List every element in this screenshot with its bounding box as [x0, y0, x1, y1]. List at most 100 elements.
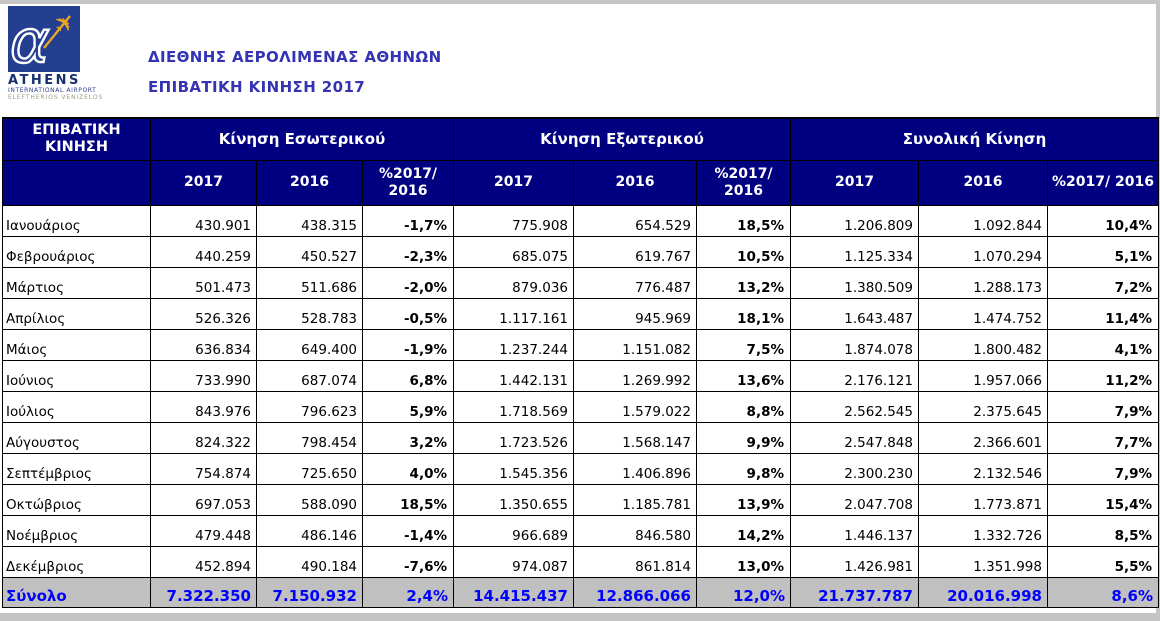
pct-cell: 10,5% — [696, 235, 791, 268]
value-cell: 1.474.752 — [918, 297, 1048, 330]
value-cell: 974.087 — [453, 545, 574, 578]
month-cell: Αύγουστος — [2, 421, 151, 454]
pct-cell: 13,6% — [696, 359, 791, 392]
value-cell: 1.957.066 — [918, 359, 1048, 392]
pct-cell: 7,5% — [696, 328, 791, 361]
value-cell: 1.773.871 — [918, 483, 1048, 516]
page-subtitle: ΕΠΙΒΑΤΙΚΗ ΚΙΝΗΣΗ 2017 — [148, 78, 366, 96]
total-pct-cell: 2,4% — [362, 576, 454, 608]
pct-cell: 6,8% — [362, 359, 454, 392]
value-cell: 1.874.078 — [790, 328, 919, 361]
pct-cell: 5,1% — [1046, 235, 1160, 268]
pct-cell: 15,4% — [1046, 483, 1160, 516]
month-cell: Νοέμβριος — [2, 514, 151, 547]
total-value-cell: 21.737.787 — [790, 576, 919, 608]
value-cell: 1.125.334 — [790, 235, 919, 268]
pct-cell: 13,0% — [696, 545, 791, 578]
table-row: Οκτώβριος 697.053 588.090 18,5% 1.350.65… — [2, 483, 1160, 516]
month-cell: Οκτώβριος — [2, 483, 151, 516]
month-cell: Φεβρουάριος — [2, 235, 151, 268]
value-cell: 2.132.546 — [918, 452, 1048, 485]
pct-cell: 13,9% — [696, 483, 791, 516]
value-cell: 824.322 — [150, 421, 257, 454]
value-cell: 438.315 — [256, 204, 363, 237]
month-cell: Μάιος — [2, 328, 151, 361]
value-cell: 798.454 — [256, 421, 363, 454]
table-row: Απρίλιος 526.326 528.783 -0,5% 1.117.161… — [2, 297, 1160, 330]
pct-cell: 4,0% — [362, 452, 454, 485]
pct-cell: 8,5% — [1046, 514, 1160, 547]
col-header-2016: 2016 — [918, 159, 1048, 206]
value-cell: 861.814 — [573, 545, 697, 578]
pct-cell: 14,2% — [696, 514, 791, 547]
value-cell: 619.767 — [573, 235, 697, 268]
value-cell: 511.686 — [256, 266, 363, 299]
page-edge-top — [0, 0, 1160, 4]
plane-trail — [43, 15, 71, 49]
value-cell: 1.206.809 — [790, 204, 919, 237]
month-cell: Δεκέμβριος — [2, 545, 151, 578]
value-cell: 649.400 — [256, 328, 363, 361]
logo-name: ATHENS — [8, 73, 81, 88]
airport-logo: α ✈ ATHENS INTERNATIONAL AIRPORT ELEFTHE… — [8, 6, 118, 101]
value-cell: 2.547.848 — [790, 421, 919, 454]
value-cell: 1.568.147 — [573, 421, 697, 454]
table-row: Αύγουστος 824.322 798.454 3,2% 1.723.526… — [2, 421, 1160, 454]
month-cell: Ιούλιος — [2, 390, 151, 423]
value-cell: 1.070.294 — [918, 235, 1048, 268]
value-cell: 526.326 — [150, 297, 257, 330]
pct-cell: 10,4% — [1046, 204, 1160, 237]
value-cell: 685.075 — [453, 235, 574, 268]
pct-cell: 18,1% — [696, 297, 791, 330]
value-cell: 2.562.545 — [790, 390, 919, 423]
value-cell: 687.074 — [256, 359, 363, 392]
table-row: Μάιος 636.834 649.400 -1,9% 1.237.244 1.… — [2, 328, 1160, 361]
pct-cell: 18,5% — [362, 483, 454, 516]
pct-cell: 8,8% — [696, 390, 791, 423]
month-cell: Μάρτιος — [2, 266, 151, 299]
value-cell: 1.800.482 — [918, 328, 1048, 361]
pct-cell: 7,9% — [1046, 390, 1160, 423]
pct-cell: 9,9% — [696, 421, 791, 454]
total-value-cell: 12.866.066 — [573, 576, 697, 608]
value-cell: 1.723.526 — [453, 421, 574, 454]
logo-subtitle1: INTERNATIONAL AIRPORT — [8, 87, 97, 94]
value-cell: 1.151.082 — [573, 328, 697, 361]
pct-cell: 18,5% — [696, 204, 791, 237]
total-pct-cell: 8,6% — [1046, 576, 1160, 608]
traffic-table: ΕΠΙΒΑΤΙΚΗ ΚΙΝΗΣΗ Κίνηση Εσωτερικού Κίνησ… — [2, 117, 1160, 608]
total-value-cell: 20.016.998 — [918, 576, 1048, 608]
table-row: Δεκέμβριος 452.894 490.184 -7,6% 974.087… — [2, 545, 1160, 578]
value-cell: 846.580 — [573, 514, 697, 547]
col-header-2016: 2016 — [573, 159, 697, 206]
value-cell: 775.908 — [453, 204, 574, 237]
page-edge-bottom — [0, 613, 1160, 621]
pct-cell: 7,7% — [1046, 421, 1160, 454]
pct-cell: 7,2% — [1046, 266, 1160, 299]
value-cell: 1.117.161 — [453, 297, 574, 330]
total-label-cell: Σύνολο — [2, 576, 151, 608]
value-cell: 2.047.708 — [790, 483, 919, 516]
pct-cell: -0,5% — [362, 297, 454, 330]
page-title: ΔΙΕΘΝΗΣ ΑΕΡΟΛΙΜΕΝΑΣ ΑΘΗΝΩΝ — [148, 48, 442, 66]
value-cell: 2.366.601 — [918, 421, 1048, 454]
value-cell: 776.487 — [573, 266, 697, 299]
total-value-cell: 7.322.350 — [150, 576, 257, 608]
logo-subtitle2: ELEFTHERIOS VENIZELOS — [8, 94, 104, 101]
pct-cell: 11,4% — [1046, 297, 1160, 330]
month-cell: Σεπτέμβριος — [2, 452, 151, 485]
table-row: Νοέμβριος 479.448 486.146 -1,4% 966.689 … — [2, 514, 1160, 547]
value-cell: 1.351.998 — [918, 545, 1048, 578]
table-row: Ιούλιος 843.976 796.623 5,9% 1.718.569 1… — [2, 390, 1160, 423]
pct-cell: 11,2% — [1046, 359, 1160, 392]
value-cell: 1.332.726 — [918, 514, 1048, 547]
value-cell: 1.718.569 — [453, 390, 574, 423]
group-header-total: Συνολική Κίνηση — [789, 117, 1160, 161]
value-cell: 1.446.137 — [790, 514, 919, 547]
col-header-2017: 2017 — [150, 159, 257, 206]
value-cell: 501.473 — [150, 266, 257, 299]
value-cell: 1.442.131 — [453, 359, 574, 392]
col-header-pct: %2017/ 2016 — [1046, 159, 1160, 206]
value-cell: 440.259 — [150, 235, 257, 268]
value-cell: 1.643.487 — [790, 297, 919, 330]
